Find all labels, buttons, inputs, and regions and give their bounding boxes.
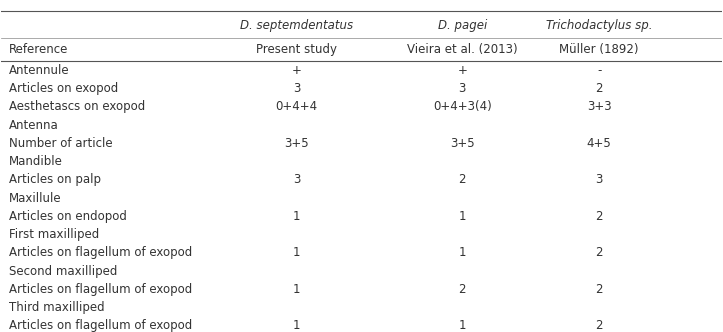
Text: Antenna: Antenna <box>9 119 59 131</box>
Text: D. septemdentatus: D. septemdentatus <box>240 19 354 32</box>
Text: 1: 1 <box>293 319 301 332</box>
Text: 1: 1 <box>458 319 466 332</box>
Text: Articles on exopod: Articles on exopod <box>9 82 118 95</box>
Text: 0+4+3(4): 0+4+3(4) <box>433 100 492 113</box>
Text: Articles on flagellum of exopod: Articles on flagellum of exopod <box>9 319 192 332</box>
Text: Maxillule: Maxillule <box>9 192 61 205</box>
Text: Müller (1892): Müller (1892) <box>560 43 639 56</box>
Text: 3+3: 3+3 <box>587 100 612 113</box>
Text: First maxilliped: First maxilliped <box>9 228 99 241</box>
Text: Mandible: Mandible <box>9 155 62 168</box>
Text: Number of article: Number of article <box>9 137 112 150</box>
Text: Present study: Present study <box>256 43 337 56</box>
Text: D. pagei: D. pagei <box>437 19 487 32</box>
Text: 2: 2 <box>596 82 603 95</box>
Text: 1: 1 <box>458 246 466 259</box>
Text: 4+5: 4+5 <box>587 137 612 150</box>
Text: Antennule: Antennule <box>9 64 69 77</box>
Text: +: + <box>292 64 301 77</box>
Text: Second maxilliped: Second maxilliped <box>9 265 117 278</box>
Text: 3+5: 3+5 <box>284 137 309 150</box>
Text: Aesthetascs on exopod: Aesthetascs on exopod <box>9 100 145 113</box>
Text: Articles on endopod: Articles on endopod <box>9 210 127 223</box>
Text: 3: 3 <box>293 82 300 95</box>
Text: 1: 1 <box>293 210 301 223</box>
Text: 3: 3 <box>596 173 603 186</box>
Text: 2: 2 <box>596 319 603 332</box>
Text: 2: 2 <box>596 210 603 223</box>
Text: 2: 2 <box>596 246 603 259</box>
Text: 0+4+4: 0+4+4 <box>275 100 317 113</box>
Text: 2: 2 <box>458 173 466 186</box>
Text: Articles on flagellum of exopod: Articles on flagellum of exopod <box>9 283 192 296</box>
Text: 3: 3 <box>293 173 300 186</box>
Text: 3+5: 3+5 <box>450 137 474 150</box>
Text: Reference: Reference <box>9 43 68 56</box>
Text: +: + <box>458 64 467 77</box>
Text: 2: 2 <box>458 283 466 296</box>
Text: Articles on palp: Articles on palp <box>9 173 100 186</box>
Text: Trichodactylus sp.: Trichodactylus sp. <box>546 19 652 32</box>
Text: 1: 1 <box>458 210 466 223</box>
Text: Vieira et al. (2013): Vieira et al. (2013) <box>407 43 518 56</box>
Text: 2: 2 <box>596 283 603 296</box>
Text: -: - <box>597 64 602 77</box>
Text: Articles on flagellum of exopod: Articles on flagellum of exopod <box>9 246 192 259</box>
Text: 1: 1 <box>293 283 301 296</box>
Text: 1: 1 <box>293 246 301 259</box>
Text: Third maxilliped: Third maxilliped <box>9 301 104 314</box>
Text: 3: 3 <box>458 82 466 95</box>
